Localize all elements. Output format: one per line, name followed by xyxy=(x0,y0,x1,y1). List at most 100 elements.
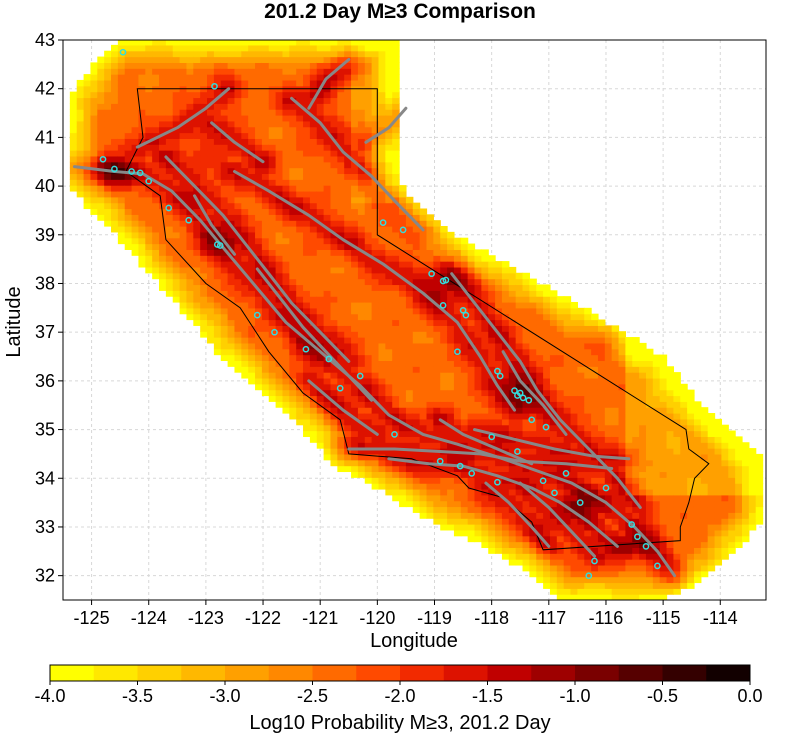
heatmap-cell xyxy=(625,471,633,478)
heatmap-cell xyxy=(138,79,146,87)
heatmap-cell xyxy=(597,488,606,496)
heatmap-cell xyxy=(591,512,599,519)
heatmap-cell xyxy=(556,413,565,420)
heatmap-cell xyxy=(234,68,242,75)
heatmap-cell xyxy=(172,249,181,256)
heatmap-cell xyxy=(495,272,503,280)
heatmap-cell xyxy=(392,389,400,397)
heatmap-cell xyxy=(508,284,517,291)
heatmap-cell xyxy=(131,167,140,175)
heatmap-cell xyxy=(618,535,626,543)
heatmap-cell xyxy=(282,91,290,99)
heatmap-cell xyxy=(625,594,633,600)
heatmap-cell xyxy=(186,284,194,291)
heatmap-cell xyxy=(433,401,441,408)
heatmap-cell xyxy=(611,337,620,344)
heatmap-cell xyxy=(467,488,476,496)
heatmap-cell xyxy=(632,529,640,537)
heatmap-cell xyxy=(357,109,366,116)
heatmap-cell xyxy=(385,120,393,128)
heatmap-cell xyxy=(357,231,366,239)
heatmap-cell xyxy=(152,126,160,134)
heatmap-cell xyxy=(357,360,366,367)
heatmap-cell xyxy=(412,214,421,221)
heatmap-cell xyxy=(467,266,476,274)
heatmap-cell xyxy=(378,477,386,484)
heatmap-cell xyxy=(556,389,565,397)
heatmap-cell xyxy=(399,465,407,473)
heatmap-cell xyxy=(172,150,181,157)
heatmap-cell xyxy=(261,261,270,268)
heatmap-cell xyxy=(536,430,544,437)
heatmap-cell xyxy=(652,483,661,490)
heatmap-cell xyxy=(405,372,414,379)
heatmap-cell xyxy=(330,372,338,379)
heatmap-cell xyxy=(632,354,640,362)
heatmap-cell xyxy=(392,44,400,52)
heatmap-cell xyxy=(488,547,496,554)
heatmap-cell xyxy=(200,161,208,169)
heatmap-cell xyxy=(563,582,572,589)
heatmap-cell xyxy=(673,488,681,496)
heatmap-cell xyxy=(639,588,647,595)
heatmap-cell xyxy=(529,290,537,297)
heatmap-cell xyxy=(728,535,736,543)
heatmap-cell xyxy=(351,354,359,362)
heatmap-cell xyxy=(316,377,325,385)
heatmap-cell xyxy=(131,103,140,110)
heatmap-cell xyxy=(220,208,229,215)
heatmap-cell xyxy=(104,79,112,87)
heatmap-cell xyxy=(303,360,311,367)
heatmap-cell xyxy=(179,272,188,280)
heatmap-cell xyxy=(570,588,578,595)
heatmap-cell xyxy=(666,401,675,408)
heatmap-cell xyxy=(501,348,510,356)
heatmap-cell xyxy=(673,401,681,408)
heatmap-cell xyxy=(97,56,105,63)
heatmap-cell xyxy=(213,97,222,104)
heatmap-cell xyxy=(159,196,167,204)
heatmap-cell xyxy=(419,337,428,344)
heatmap-cell xyxy=(522,319,530,326)
heatmap-cell xyxy=(666,418,675,426)
heatmap-cell xyxy=(344,342,352,350)
heatmap-cell xyxy=(392,62,400,69)
heatmap-cell xyxy=(460,395,469,402)
heatmap-cell xyxy=(419,453,428,461)
heatmap-cell xyxy=(392,79,400,87)
heatmap-cell xyxy=(522,313,530,321)
heatmap-cell xyxy=(186,290,194,297)
heatmap-cell xyxy=(364,442,373,449)
heatmap-cell xyxy=(282,377,290,385)
heatmap-cell xyxy=(344,138,352,145)
heatmap-cell xyxy=(495,430,503,437)
heatmap-cell xyxy=(316,190,325,198)
heatmap-cell xyxy=(213,56,222,63)
heatmap-cell xyxy=(481,348,489,356)
heatmap-cell xyxy=(693,529,702,537)
heatmap-cell xyxy=(488,494,496,502)
heatmap-cell xyxy=(563,442,572,449)
heatmap-cell xyxy=(165,150,174,157)
heatmap-cell xyxy=(721,524,729,531)
heatmap-cell xyxy=(536,372,544,379)
heatmap-cell xyxy=(412,494,421,502)
heatmap-cell xyxy=(618,430,626,437)
heatmap-cell xyxy=(268,114,277,122)
heatmap-cell xyxy=(117,103,126,110)
heatmap-cell xyxy=(124,196,133,204)
heatmap-cell xyxy=(124,173,133,180)
heatmap-cell xyxy=(652,436,661,443)
heatmap-cell xyxy=(385,337,393,344)
heatmap-cell xyxy=(213,91,222,99)
heatmap-cell xyxy=(261,383,270,391)
heatmap-cell xyxy=(371,483,380,490)
heatmap-cell xyxy=(303,150,311,157)
heatmap-cell xyxy=(378,266,386,274)
heatmap-cell xyxy=(673,465,681,473)
heatmap-cell xyxy=(193,249,201,256)
heatmap-cell xyxy=(549,296,558,303)
heatmap-cell xyxy=(145,44,153,52)
heatmap-cell xyxy=(124,56,133,63)
heatmap-cell xyxy=(536,541,544,549)
